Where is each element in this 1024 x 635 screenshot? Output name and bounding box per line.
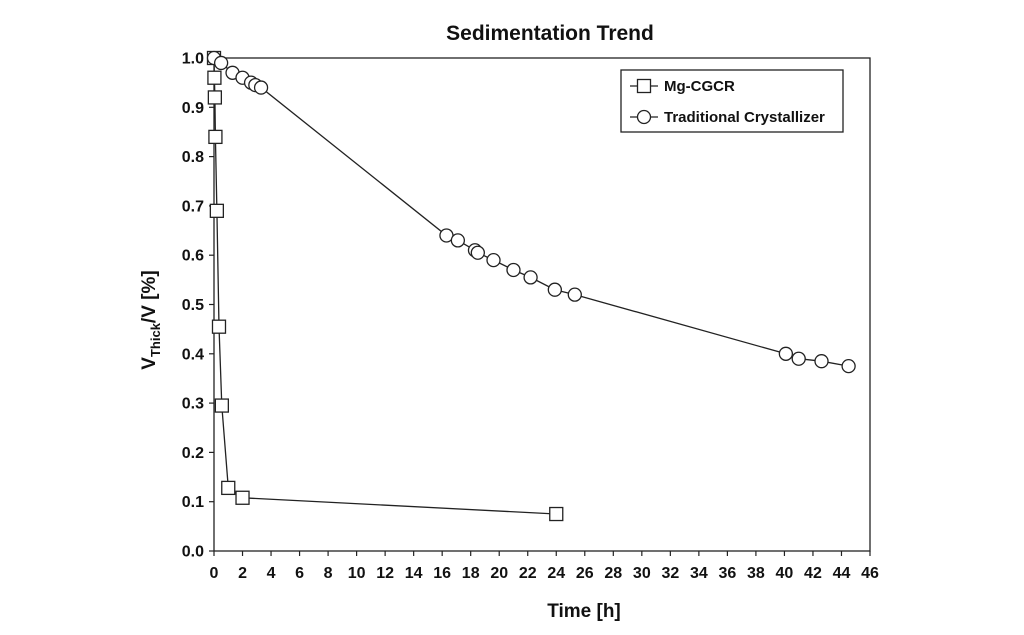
- legend: Mg-CGCR Traditional Crystallizer: [620, 69, 844, 133]
- y-tick-label: 0.8: [182, 149, 204, 166]
- legend-box: [620, 69, 844, 133]
- data-point-mg-cgcr: [207, 70, 222, 85]
- x-tick-label: 40: [776, 565, 794, 582]
- y-tick-label: 0.0: [182, 544, 204, 561]
- y-axis-ticks: 0.0 0.1 0.2 0.3 0.4 0.5 0.6 0.7 0.8 0.9 1.0: [182, 51, 214, 561]
- data-point-mg-cgcr: [209, 203, 225, 218]
- chart-title: Sedimentation Trend: [446, 22, 654, 45]
- legend-marker-circle: [636, 109, 652, 125]
- x-tick-label: 22: [519, 565, 537, 582]
- y-tick-label: 0.5: [182, 297, 204, 314]
- data-point-mg-cgcr: [221, 480, 236, 496]
- x-tick-label: 2: [238, 565, 247, 582]
- data-point-traditional-crystallizer: [547, 282, 562, 297]
- data-point-traditional-crystallizer: [841, 358, 856, 374]
- data-point-mg-cgcr: [214, 398, 229, 413]
- data-point-traditional-crystallizer: [486, 252, 501, 268]
- x-tick-label: 4: [267, 565, 276, 582]
- x-tick-label: 20: [490, 565, 508, 582]
- x-tick-label: 46: [861, 565, 879, 582]
- x-tick-label: 34: [690, 565, 708, 582]
- legend-label-mg-cgcr: Mg-CGCR: [664, 78, 735, 95]
- data-point-traditional-crystallizer: [450, 233, 466, 248]
- data-point-traditional-crystallizer: [213, 55, 229, 71]
- x-tick-label: 8: [324, 565, 333, 582]
- data-point-traditional-crystallizer: [470, 245, 485, 260]
- x-tick-label: 16: [433, 565, 451, 582]
- y-axis-label: VThick/V [%]: [139, 270, 163, 369]
- data-point-traditional-crystallizer: [523, 270, 538, 285]
- series-traditional-crystallizer: [206, 50, 856, 374]
- data-point-mg-cgcr: [549, 506, 564, 522]
- y-tick-label: 0.6: [182, 248, 204, 265]
- x-tick-label: 12: [376, 565, 394, 582]
- x-tick-label: 44: [833, 565, 851, 582]
- x-tick-label: 38: [747, 565, 765, 582]
- x-tick-label: 18: [462, 565, 480, 582]
- x-tick-label: 30: [633, 565, 651, 582]
- x-tick-label: 32: [661, 565, 679, 582]
- x-tick-label: 6: [295, 565, 304, 582]
- data-point-traditional-crystallizer: [791, 351, 806, 366]
- y-tick-label: 0.7: [182, 198, 204, 215]
- x-tick-label: 26: [576, 565, 594, 582]
- data-point-traditional-crystallizer: [814, 354, 829, 369]
- legend-marker-square: [636, 78, 652, 94]
- data-point-mg-cgcr: [208, 129, 223, 145]
- x-axis-label: Time [h]: [547, 601, 621, 622]
- x-tick-label: 42: [804, 565, 822, 582]
- data-point-traditional-crystallizer: [253, 80, 269, 95]
- series-line-traditional-crystallizer: [213, 57, 849, 367]
- data-point-mg-cgcr: [211, 319, 227, 334]
- data-point-traditional-crystallizer: [506, 262, 521, 278]
- x-tick-label: 0: [210, 565, 219, 582]
- y-tick-label: 0.2: [182, 445, 204, 462]
- y-tick-label: 0.9: [182, 100, 204, 117]
- x-tick-label: 14: [405, 565, 423, 582]
- x-tick-label: 24: [547, 565, 565, 582]
- legend-label-traditional: Traditional Crystallizer: [664, 109, 825, 126]
- x-tick-label: 36: [718, 565, 736, 582]
- y-tick-label: 0.1: [182, 494, 204, 511]
- data-point-mg-cgcr: [235, 490, 250, 505]
- y-tick-label: 1.0: [182, 51, 204, 68]
- x-tick-label: 28: [604, 565, 622, 582]
- x-axis-ticks: 0 2 4 6 8 10 12 14 16 18 20 22 24 26 28 30 32 34 36 38 40 42 4…: [210, 551, 879, 582]
- y-axis-label-rest: /V [%]: [139, 270, 160, 323]
- series-line-mg-cgcr: [213, 57, 557, 515]
- x-tick-label: 10: [348, 565, 366, 582]
- y-axis-label-subscript: Thick: [148, 322, 163, 357]
- data-point-traditional-crystallizer: [567, 287, 582, 302]
- data-point-mg-cgcr: [207, 90, 223, 105]
- series-mg-cgcr: [206, 50, 564, 522]
- data-point-traditional-crystallizer: [778, 346, 794, 361]
- series-layer: [206, 50, 856, 522]
- y-axis-label-main: V: [139, 357, 160, 370]
- y-tick-label: 0.4: [182, 346, 204, 363]
- y-tick-label: 0.3: [182, 396, 204, 413]
